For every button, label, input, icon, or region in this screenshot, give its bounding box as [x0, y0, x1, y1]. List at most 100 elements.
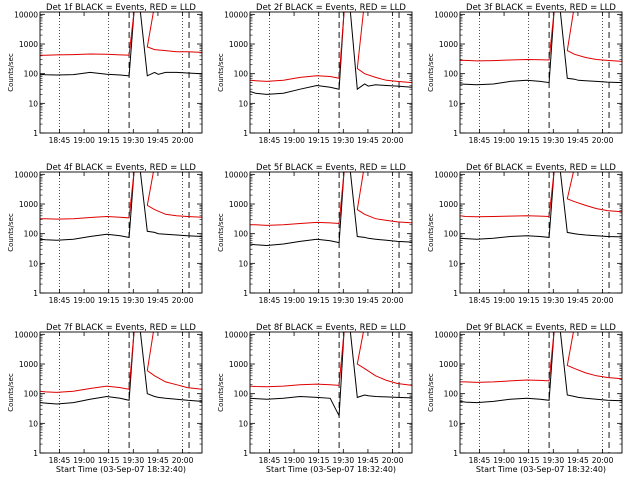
- events-series-line: [459, 11, 623, 86]
- events-series-line: [39, 11, 203, 77]
- lld-series-line: [249, 331, 413, 388]
- plot-frame: [249, 171, 413, 294]
- events-series-line: [459, 331, 623, 404]
- y-tick-label: 100: [444, 70, 459, 79]
- detector-panel-3: Det 3f BLACK = Events, RED = LLD Counts/s…: [427, 3, 623, 145]
- x-tick-label: 19:15: [308, 136, 330, 145]
- y-tick-label: 10: [448, 419, 458, 428]
- x-tick-label: 19:30: [542, 456, 564, 465]
- y-tick-label: 10000: [14, 10, 38, 19]
- x-tick-label: 19:30: [542, 296, 564, 305]
- y-tick-label: 10000: [224, 170, 248, 179]
- panel-title: Det 8f BLACK = Events, RED = LLD: [256, 323, 406, 333]
- events-series-line: [249, 331, 413, 418]
- y-tick-label: 1: [33, 129, 38, 138]
- plot-frame: [459, 171, 623, 294]
- y-tick-label: 100: [444, 390, 459, 399]
- x-tick-label: 18:45: [259, 136, 281, 145]
- plot-frame: [39, 11, 203, 134]
- panel-title: Det 4f BLACK = Events, RED = LLD: [46, 163, 196, 173]
- x-tick-label: 19:30: [122, 136, 144, 145]
- x-tick-label: 18:45: [259, 456, 281, 465]
- detector-panel-6: Det 6f BLACK = Events, RED = LLD Counts/s…: [427, 163, 623, 305]
- y-tick-label: 10000: [14, 170, 38, 179]
- events-series-line: [39, 331, 203, 405]
- x-tick-label: 19:45: [357, 136, 379, 145]
- y-tick-label: 1: [453, 449, 458, 458]
- lld-series-line: [459, 171, 623, 218]
- x-tick-label: 20:00: [172, 136, 194, 145]
- x-tick-label: 20:00: [592, 136, 614, 145]
- x-tick-label: 18:45: [49, 136, 71, 145]
- y-tick-label: 1: [243, 449, 248, 458]
- events-series-line: [249, 171, 413, 247]
- y-tick-label: 1000: [439, 360, 458, 369]
- x-tick-label: 20:00: [172, 456, 194, 465]
- x-tick-label: 18:45: [49, 296, 71, 305]
- lld-series-line: [249, 11, 413, 84]
- panel-title: Det 3f BLACK = Events, RED = LLD: [466, 3, 616, 13]
- y-tick-label: 1000: [229, 40, 248, 49]
- panel-title: Det 1f BLACK = Events, RED = LLD: [46, 3, 196, 13]
- panel-title: Det 6f BLACK = Events, RED = LLD: [466, 163, 616, 173]
- x-tick-label: 19:45: [567, 136, 589, 145]
- x-tick-label: 20:00: [592, 456, 614, 465]
- x-tick-label: 19:15: [308, 296, 330, 305]
- x-tick-label: 20:00: [382, 456, 404, 465]
- x-tick-label: 19:30: [122, 296, 144, 305]
- y-tick-label: 10000: [434, 10, 458, 19]
- y-tick-label: 10: [28, 259, 38, 268]
- y-tick-label: 10000: [224, 330, 248, 339]
- lld-series-line: [40, 11, 203, 56]
- y-tick-label: 1000: [19, 200, 38, 209]
- detector-panel-2: Det 2f BLACK = Events, RED = LLD Counts/s…: [217, 3, 413, 145]
- x-tick-label: 19:00: [283, 136, 305, 145]
- events-series-line: [459, 171, 623, 240]
- x-tick-label: 20:00: [382, 136, 404, 145]
- x-tick-label: 19:00: [283, 296, 305, 305]
- y-axis-label: Counts/sec: [217, 53, 225, 92]
- x-axis-label: Start Time (03-Sep-07 18:32:40): [476, 465, 606, 474]
- y-tick-label: 1: [33, 289, 38, 298]
- x-tick-label: 19:45: [567, 456, 589, 465]
- y-axis-label: Counts/sec: [427, 53, 435, 92]
- y-tick-label: 100: [234, 70, 249, 79]
- panel-title: Det 7f BLACK = Events, RED = LLD: [46, 323, 196, 333]
- y-tick-label: 10: [28, 99, 38, 108]
- y-tick-label: 10000: [434, 170, 458, 179]
- x-tick-label: 18:45: [469, 136, 491, 145]
- y-tick-label: 10: [448, 259, 458, 268]
- x-tick-label: 19:30: [332, 136, 354, 145]
- x-tick-label: 19:30: [542, 136, 564, 145]
- y-axis-label: Counts/sec: [7, 53, 15, 92]
- x-tick-label: 18:45: [469, 456, 491, 465]
- y-tick-label: 100: [24, 70, 39, 79]
- y-tick-label: 100: [234, 390, 249, 399]
- panel-title: Det 5f BLACK = Events, RED = LLD: [256, 163, 406, 173]
- y-tick-label: 1000: [439, 40, 458, 49]
- plot-frame: [39, 331, 203, 454]
- y-tick-label: 10000: [434, 330, 458, 339]
- x-tick-label: 18:45: [259, 296, 281, 305]
- x-tick-label: 19:00: [73, 296, 95, 305]
- lld-series-line: [39, 331, 203, 393]
- x-tick-label: 19:00: [493, 296, 515, 305]
- x-tick-label: 19:15: [518, 456, 540, 465]
- y-tick-label: 1000: [229, 360, 248, 369]
- detector-panel-7: Det 7f BLACK = Events, RED = LLD Counts/s…: [7, 323, 203, 474]
- y-tick-label: 100: [24, 230, 39, 239]
- x-tick-label: 19:30: [332, 296, 354, 305]
- x-tick-label: 19:00: [73, 136, 95, 145]
- x-tick-label: 19:30: [332, 456, 354, 465]
- y-axis-label: Counts/sec: [427, 213, 435, 252]
- y-tick-label: 100: [24, 390, 39, 399]
- y-tick-label: 1000: [19, 360, 38, 369]
- x-tick-label: 20:00: [382, 296, 404, 305]
- detector-panel-4: Det 4f BLACK = Events, RED = LLD Counts/s…: [7, 163, 203, 305]
- y-tick-label: 1: [453, 289, 458, 298]
- x-tick-label: 19:45: [567, 296, 589, 305]
- x-tick-label: 20:00: [172, 296, 194, 305]
- y-axis-label: Counts/sec: [7, 213, 15, 252]
- lld-series-line: [460, 11, 623, 62]
- events-series-line: [249, 11, 413, 95]
